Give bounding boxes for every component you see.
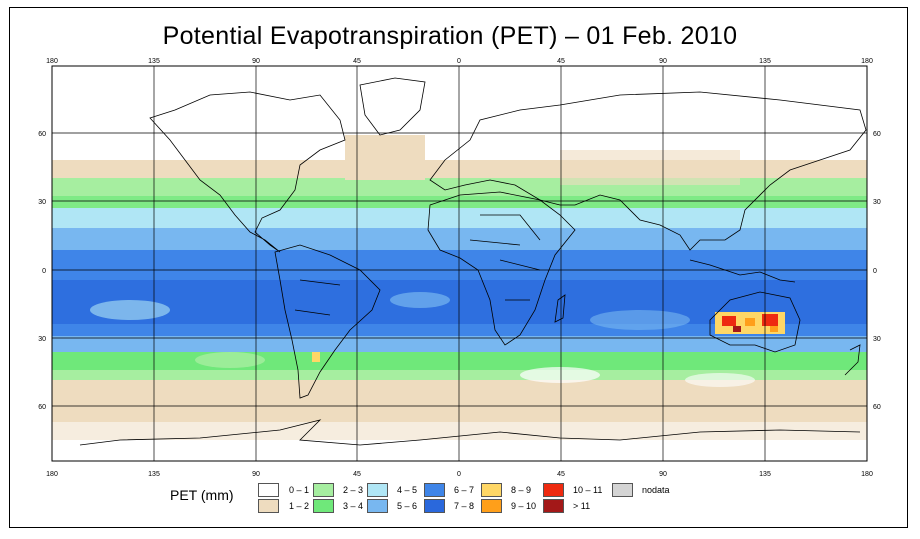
lat-label-left: 30 bbox=[38, 336, 46, 343]
legend-swatch bbox=[481, 483, 502, 497]
lat-label-right: 60 bbox=[873, 131, 881, 138]
lon-label-bottom: 45 bbox=[353, 471, 361, 478]
lon-label-bottom: 180 bbox=[46, 471, 58, 478]
legend-swatch bbox=[313, 499, 334, 513]
map-title: Potential Evapotranspiration (PET) – 01 … bbox=[162, 22, 738, 50]
legend-swatch bbox=[258, 483, 279, 497]
legend-swatch bbox=[424, 483, 445, 497]
lon-label-bottom: 135 bbox=[759, 471, 771, 478]
lon-label-bottom: 135 bbox=[148, 471, 160, 478]
lon-label-top: 90 bbox=[659, 58, 667, 65]
map-border bbox=[51, 65, 868, 462]
legend-label: 0 – 1 bbox=[289, 485, 310, 495]
legend-swatch bbox=[424, 499, 445, 513]
legend-label: 8 – 9 bbox=[511, 485, 532, 495]
legend-label: 2 – 3 bbox=[343, 485, 364, 495]
lat-label-left: 0 bbox=[42, 268, 46, 275]
legend-label: 10 – 11 bbox=[573, 485, 603, 495]
legend-swatch bbox=[313, 483, 334, 497]
lon-ticks-bottom: 180 135 90 45 0 45 90 135 180 bbox=[46, 471, 873, 478]
lat-ticks-left: 60 30 0 30 60 bbox=[38, 131, 46, 411]
lat-label-right: 30 bbox=[873, 199, 881, 206]
lat-label-left: 60 bbox=[38, 131, 46, 138]
lon-ticks-top: 180 135 90 45 0 45 90 135 180 bbox=[46, 58, 873, 65]
legend-swatch bbox=[612, 483, 633, 497]
lat-label-right: 0 bbox=[873, 268, 877, 275]
lat-label-left: 30 bbox=[38, 199, 46, 206]
legend-swatch bbox=[367, 483, 388, 497]
legend-title: PET (mm) bbox=[170, 487, 234, 503]
legend-swatch bbox=[367, 499, 388, 513]
lat-ticks-right: 60 30 0 30 60 bbox=[873, 131, 881, 411]
legend-label: 9 – 10 bbox=[511, 501, 537, 511]
legend-swatch bbox=[258, 499, 279, 513]
lon-label-top: 180 bbox=[46, 58, 58, 65]
legend-swatch bbox=[543, 499, 564, 513]
lon-label-top: 90 bbox=[252, 58, 260, 65]
lon-label-bottom: 45 bbox=[557, 471, 565, 478]
lon-label-top: 45 bbox=[353, 58, 361, 65]
graticule bbox=[52, 66, 867, 461]
legend-label: 7 – 8 bbox=[454, 501, 475, 511]
lat-label-left: 60 bbox=[38, 404, 46, 411]
lon-label-top: 180 bbox=[861, 58, 873, 65]
legend-label: > 11 bbox=[573, 501, 591, 511]
lon-label-top: 0 bbox=[457, 58, 461, 65]
lon-label-bottom: 180 bbox=[861, 471, 873, 478]
lon-label-bottom: 90 bbox=[659, 471, 667, 478]
legend-label: nodata bbox=[642, 485, 670, 495]
lon-label-top: 135 bbox=[148, 58, 160, 65]
lat-label-right: 30 bbox=[873, 336, 881, 343]
legend-label: 4 – 5 bbox=[397, 485, 418, 495]
lon-label-top: 45 bbox=[557, 58, 565, 65]
legend-label: 6 – 7 bbox=[454, 485, 475, 495]
lat-label-right: 60 bbox=[873, 404, 881, 411]
lon-label-top: 135 bbox=[759, 58, 771, 65]
coastlines bbox=[79, 77, 867, 446]
legend-swatch bbox=[481, 499, 502, 513]
legend-label: 1 – 2 bbox=[289, 501, 310, 511]
legend-swatch bbox=[543, 483, 564, 497]
legend-label: 3 – 4 bbox=[343, 501, 364, 511]
lon-label-bottom: 0 bbox=[457, 471, 461, 478]
legend-label: 5 – 6 bbox=[397, 501, 418, 511]
lon-label-bottom: 90 bbox=[252, 471, 260, 478]
pet-bands bbox=[52, 66, 867, 461]
